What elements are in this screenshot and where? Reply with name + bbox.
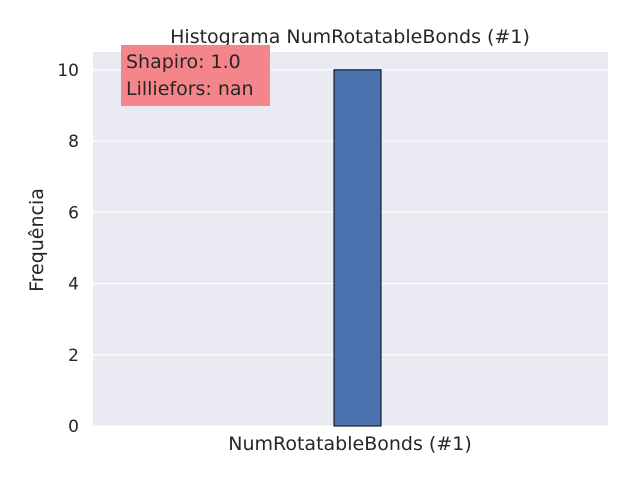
stats-annotation: Shapiro: 1.0 Lilliefors: nan: [121, 45, 270, 106]
y-tick-label-5: 10: [57, 61, 79, 81]
annotation-box: [121, 45, 270, 106]
chart-title: Histograma NumRotatableBonds (#1): [170, 26, 530, 48]
y-tick-label-3: 6: [68, 203, 79, 223]
annotation-lilliefors: Lilliefors: nan: [126, 78, 254, 100]
y-tick-label-2: 4: [68, 275, 79, 295]
bars: [333, 69, 382, 427]
y-tick-labels: 0 2 4 6 8 10: [57, 61, 79, 437]
y-axis-label: Frequência: [26, 188, 48, 292]
annotation-shapiro: Shapiro: 1.0: [126, 51, 241, 73]
histogram-bar-0: [333, 69, 382, 427]
x-axis-label: NumRotatableBonds (#1): [228, 433, 471, 455]
y-tick-label-1: 2: [68, 346, 79, 366]
y-tick-label-0: 0: [68, 417, 79, 437]
y-tick-label-4: 8: [68, 132, 79, 152]
